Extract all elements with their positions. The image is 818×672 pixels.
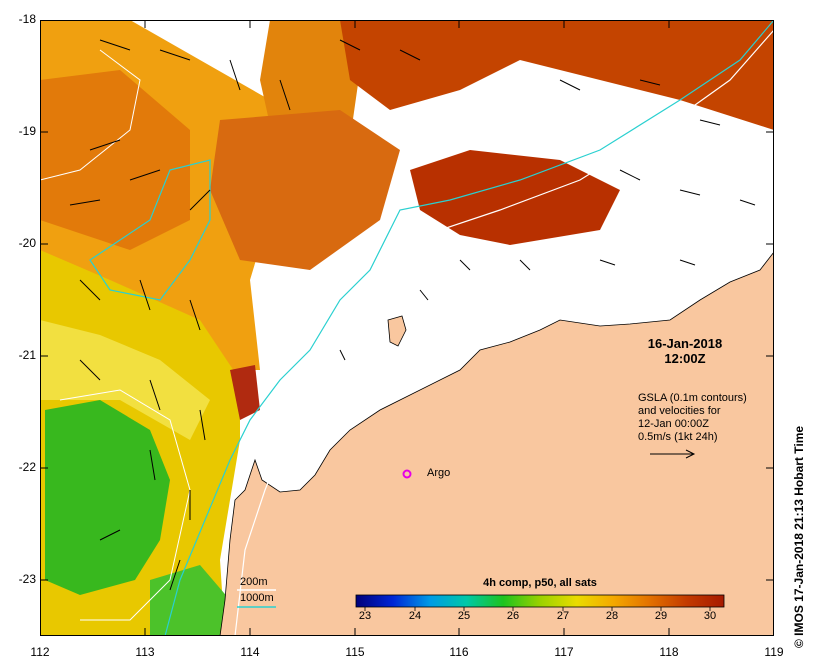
sst-field [40,20,774,636]
contour-200m-north [40,49,141,181]
y-tick-label: -23 [18,572,36,586]
argo-marker [402,469,412,479]
sst-patch-central-red [410,150,620,245]
x-tick-label: 113 [135,645,155,659]
island-barrow [387,315,407,347]
x-tick-label: 115 [345,645,365,659]
velocity-arrows [69,39,756,591]
y-tick-label: -18 [18,12,36,26]
gsla-note-line: 12-Jan 00:00Z [638,418,709,430]
imos-credit: © IMOS 17-Jan-2018 21:13 Hobart Time [792,425,806,648]
axis-ticks [40,20,774,636]
sst-patch-red-coast [230,365,260,420]
map-border [40,20,774,636]
date-day: 16-Jan-2018 [647,336,723,351]
sst-patch-north-red [340,20,774,130]
colorbar-title: 4h comp, p50, all sats [483,577,597,589]
gsla-note-line: GSLA (0.1m contours) [638,392,747,404]
x-tick-label: 112 [30,645,50,659]
x-tick-label: 116 [449,645,469,659]
sst-patch-green-eddy [45,400,170,595]
y-tick-label: -22 [18,460,36,474]
velocity-scale-arrow [650,449,696,459]
gsla-note-line: 0.5m/s (1kt 24h) [638,431,718,443]
colorbar-tick-label: 23 [358,610,372,622]
gsla-note-line: and velocities for [638,405,721,417]
colorbar-tick-label: 27 [556,610,570,622]
colorbar-tick-label: 25 [457,610,471,622]
argo-label: Argo [427,467,451,479]
x-tick-label: 119 [764,645,784,659]
date-time: 12:00Z [664,351,706,366]
land-australia [219,251,774,636]
legend-1000m-label: 1000m [240,592,274,604]
colorbar-tick-label: 26 [506,610,520,622]
gsla-note: GSLA (0.1m contours) and velocities for … [638,392,747,444]
y-tick-label: -20 [18,236,36,250]
contour-1000m [164,20,774,636]
date-label: 16-Jan-2018 12:00Z [630,336,740,366]
y-tick-label: -21 [18,348,36,362]
y-tick-label: -19 [18,124,36,138]
contours [40,20,774,636]
sst-patch-mid-orange [210,110,400,270]
x-tick-label: 117 [554,645,574,659]
colorbar [355,594,725,608]
colorbar-tick-label: 29 [654,610,668,622]
x-tick-label: 114 [240,645,260,659]
x-tick-label: 118 [659,645,679,659]
sst-map [40,20,774,636]
legend-200m-label: 200m [240,576,268,588]
colorbar-tick-label: 28 [605,610,619,622]
contour-200m [234,29,774,636]
sst-patch-light-yellow [40,320,210,440]
sst-patch-west-deep-orange [40,70,190,250]
colorbar-tick-label: 24 [408,610,422,622]
colorbar-ticks [364,607,711,611]
colorbar-tick-label: 30 [703,610,717,622]
